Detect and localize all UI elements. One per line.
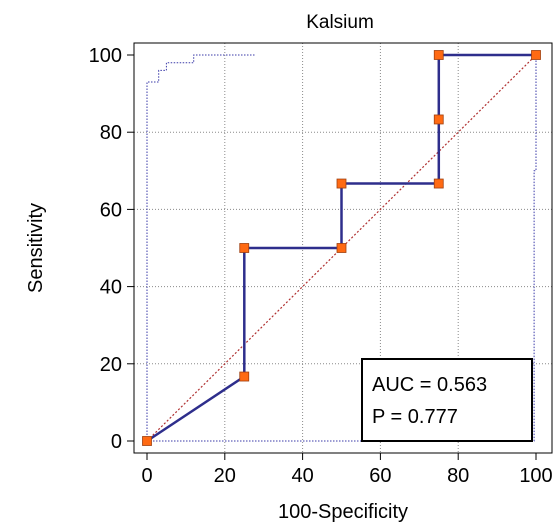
x-axis-label: 100-Specificity — [278, 501, 408, 523]
roc-point-marker — [336, 243, 347, 253]
roc-point-marker — [433, 178, 444, 189]
chart-title: Kalsium — [306, 12, 374, 33]
y-tick-label: 100 — [89, 45, 122, 67]
p-value: P = 0.777 — [372, 406, 458, 428]
roc-point-marker — [142, 436, 152, 446]
reference-diagonal-line — [146, 54, 537, 442]
y-tick-label: 40 — [100, 277, 122, 299]
auc-value: AUC = 0.563 — [372, 374, 487, 396]
stats-box: AUC = 0.563 P = 0.777 — [361, 358, 533, 442]
roc-point-marker — [433, 114, 444, 125]
x-tick-label: 80 — [447, 465, 469, 487]
roc-point-marker — [433, 50, 444, 60]
y-tick-label: 80 — [100, 122, 122, 144]
roc-point-marker — [239, 243, 250, 253]
x-tick-label: 60 — [369, 465, 391, 487]
y-tick-label: 0 — [111, 431, 122, 453]
x-tick-label: 20 — [214, 465, 236, 487]
y-axis-label: Sensitivity — [25, 203, 47, 293]
axes: 0 20 40 60 80 100 0 20 40 60 80 100 — [89, 45, 553, 487]
roc-point-marker — [336, 178, 347, 189]
x-tick-label: 40 — [291, 465, 313, 487]
x-tick-label: 0 — [141, 465, 152, 487]
y-tick-label: 60 — [100, 199, 122, 221]
roc-point-marker — [239, 371, 250, 382]
series-layer — [142, 50, 541, 446]
roc-point-marker — [531, 50, 541, 60]
x-tick-label: 100 — [519, 465, 552, 487]
confidence-bound-line — [146, 54, 256, 441]
y-tick-label: 20 — [100, 354, 122, 376]
plot-frame — [133, 42, 553, 454]
